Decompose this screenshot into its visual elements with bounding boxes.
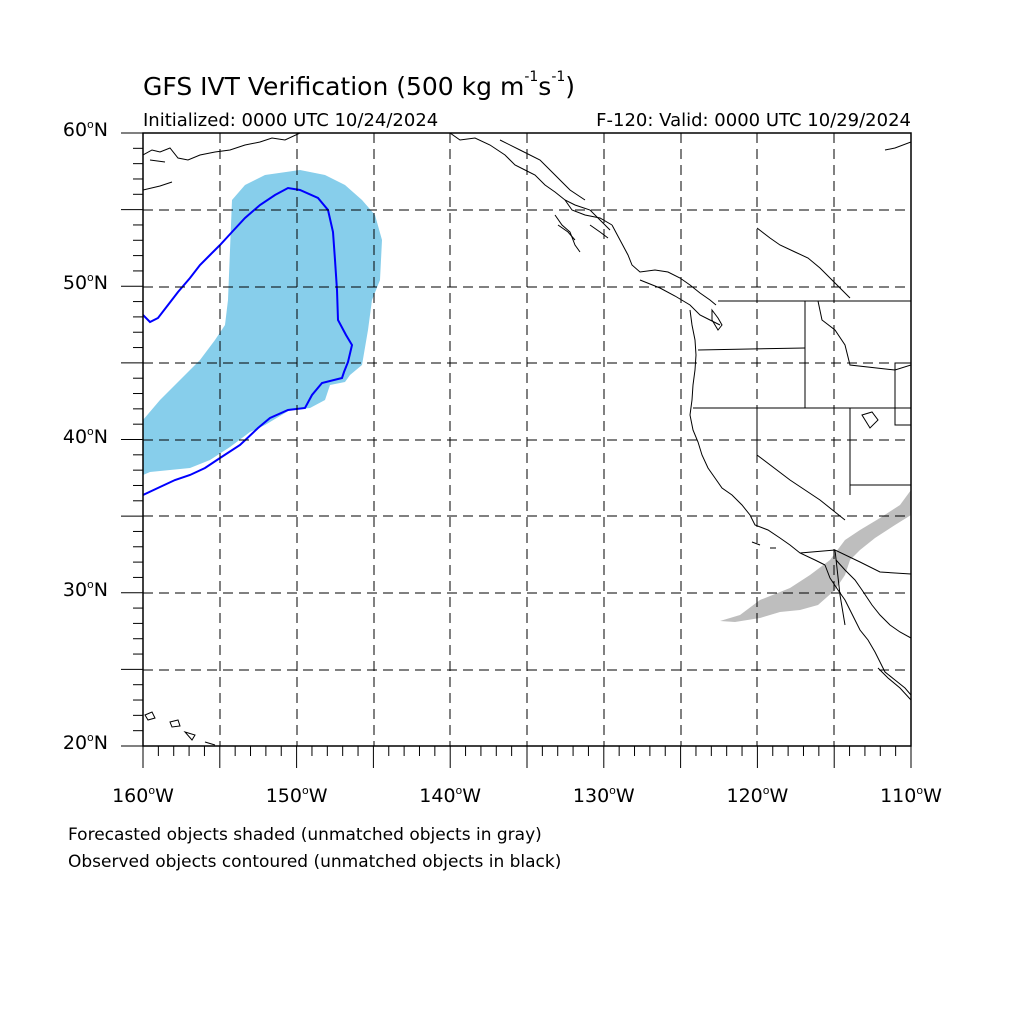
unmatched-forecast-object bbox=[720, 490, 911, 622]
initialized-label: Initialized: 0000 UTC 10/24/2024 bbox=[143, 110, 439, 131]
lon-label-130W: 130oW bbox=[572, 784, 635, 807]
lat-label-30N: 30oN bbox=[62, 577, 108, 601]
lat-label-60N: 60oN bbox=[62, 118, 108, 141]
coastlines bbox=[143, 133, 911, 746]
lon-label-160W: 160oW bbox=[112, 784, 174, 807]
matched-forecast-object bbox=[143, 170, 382, 475]
graticule bbox=[143, 133, 911, 746]
matched-observed-contour bbox=[143, 186, 354, 496]
lat-label-40N: 40oN bbox=[62, 424, 108, 448]
legend-forecast-note: Forecasted objects shaded (unmatched obj… bbox=[68, 825, 542, 845]
lat-label-50N: 50oN bbox=[62, 271, 108, 295]
axis-ticks bbox=[121, 132, 912, 768]
valid-time-label: F-120: Valid: 0000 UTC 10/29/2024 bbox=[596, 110, 911, 131]
map-title: GFS IVT Verification (500 kg m-1s-1) bbox=[143, 69, 576, 101]
lon-label-150W: 150oW bbox=[265, 784, 328, 807]
lat-label-20N: 20oN bbox=[62, 731, 108, 754]
legend-observed-note: Observed objects contoured (unmatched ob… bbox=[68, 852, 562, 872]
lon-label-140W: 140oW bbox=[419, 784, 482, 807]
lon-label-110W: 110oW bbox=[880, 784, 942, 807]
lon-label-120W: 120oW bbox=[726, 784, 789, 807]
